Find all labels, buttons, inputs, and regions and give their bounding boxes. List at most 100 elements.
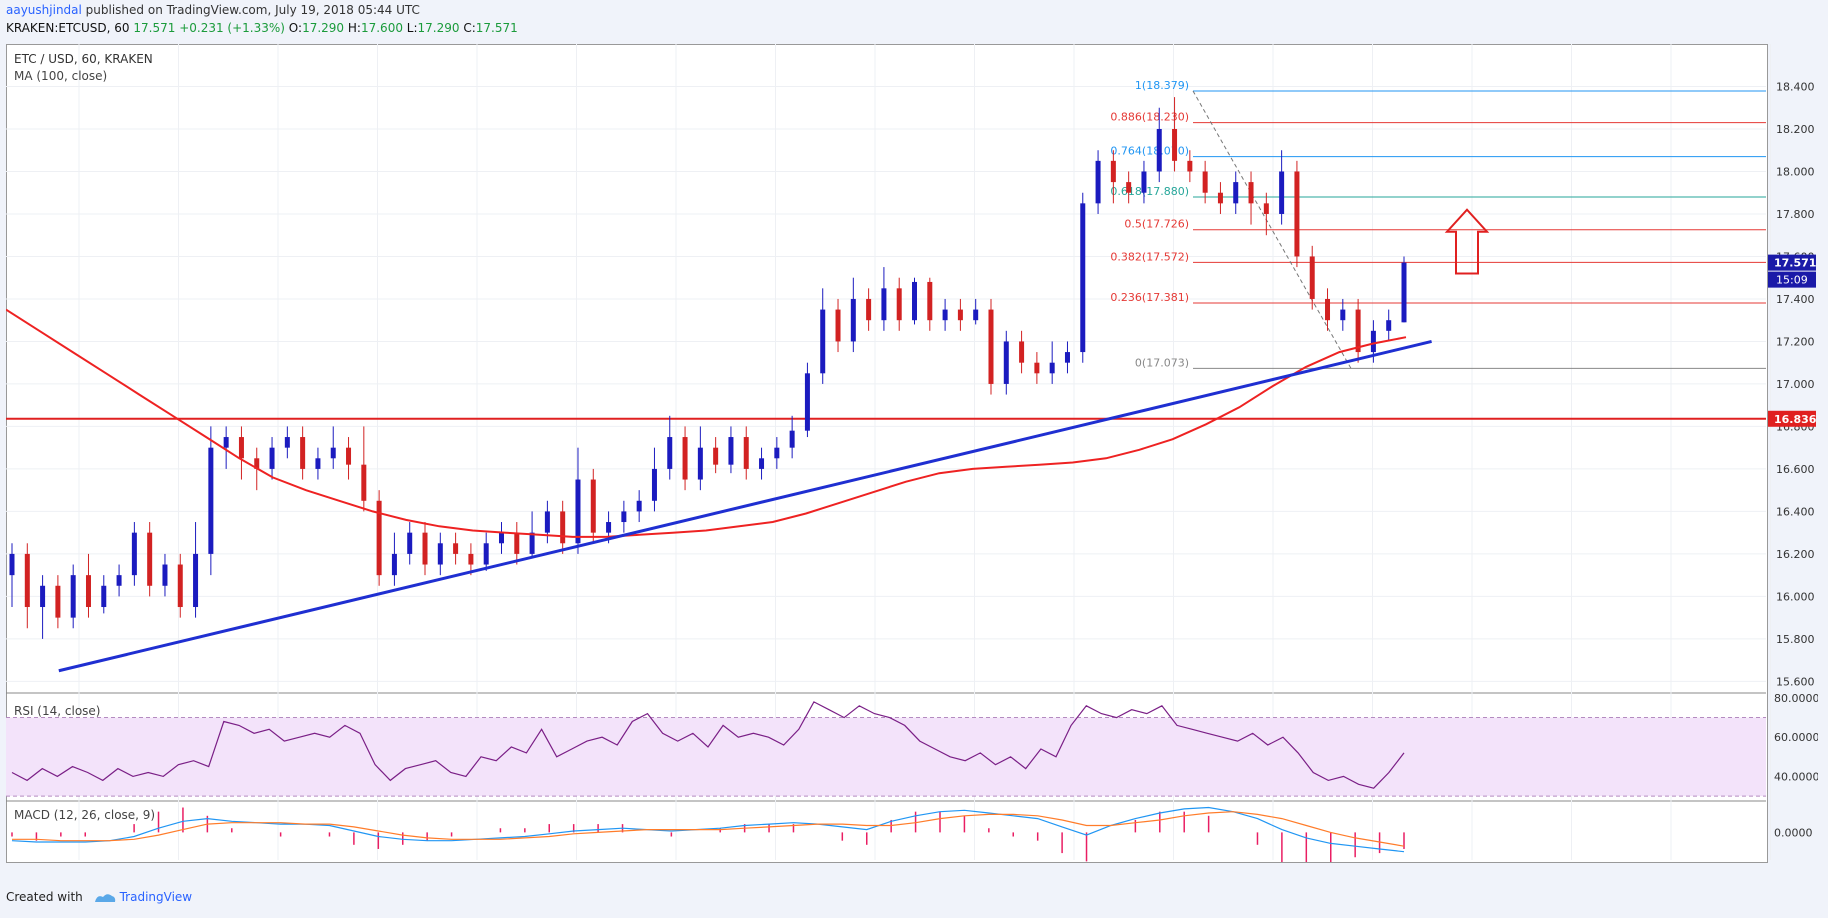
- candle-body: [1340, 309, 1346, 321]
- candle-body: [728, 437, 734, 465]
- candle-body: [162, 564, 168, 586]
- y-tick-label: 15.600: [1776, 675, 1815, 688]
- candle-body: [284, 437, 290, 448]
- candle-body: [315, 458, 321, 469]
- close-value: 17.571: [475, 21, 518, 35]
- candle-body: [453, 543, 459, 554]
- y-tick-label: 16.000: [1776, 590, 1815, 603]
- candle-body: [988, 309, 994, 384]
- candle-body: [804, 373, 810, 431]
- y-tick-label: 15.800: [1776, 633, 1815, 646]
- low-label: L:: [406, 21, 418, 35]
- candle-body: [346, 447, 352, 465]
- published-text: published on TradingView.com, July 19, 2…: [81, 3, 420, 17]
- candle-body: [498, 532, 504, 544]
- candle-body: [881, 288, 887, 321]
- candle-body: [131, 532, 137, 576]
- candle-body: [24, 553, 30, 608]
- candle-body: [575, 479, 581, 544]
- candle-body: [1202, 171, 1208, 193]
- tradingview-link[interactable]: TradingView: [119, 890, 193, 904]
- high-label: H:: [347, 21, 361, 35]
- created-with-text: Created with: [6, 890, 83, 904]
- candle-body: [391, 553, 397, 576]
- candle-body: [300, 437, 306, 469]
- last-price-tag: [1768, 254, 1816, 271]
- candle-body: [957, 309, 963, 321]
- candle-body: [1309, 256, 1315, 299]
- y-tick-label: 17.400: [1776, 293, 1815, 306]
- candle-body: [697, 447, 703, 480]
- high-value: 17.600: [360, 21, 403, 35]
- countdown-tag-text: 15:09: [1776, 274, 1808, 287]
- y-tick-label: 17.800: [1776, 208, 1815, 221]
- candle-body: [544, 511, 550, 533]
- support-price-tag: [1768, 410, 1816, 427]
- open-label: O:: [288, 21, 303, 35]
- y-tick-label: 17.200: [1776, 335, 1815, 348]
- open-value: 17.290: [302, 21, 345, 35]
- candle-body: [254, 458, 260, 469]
- candle-body: [422, 532, 428, 565]
- candle-body: [330, 447, 336, 459]
- candle-body: [529, 532, 535, 554]
- candle-body: [1217, 192, 1223, 204]
- candle-body: [1110, 160, 1116, 183]
- candle-body: [606, 522, 612, 533]
- fib-label: 0.236(17.381): [1110, 291, 1189, 304]
- candle-body: [407, 532, 413, 554]
- publish-line: aayushjindal published on TradingView.co…: [6, 3, 420, 17]
- y-tick-label: 18.200: [1776, 123, 1815, 136]
- y-tick-label: 16.400: [1776, 505, 1815, 518]
- candle-body: [468, 553, 474, 565]
- candle-body: [1003, 341, 1009, 384]
- symbol-line: KRAKEN:ETCUSD, 60 17.571 +0.231 (+1.33%)…: [6, 21, 518, 35]
- fib-label: 0(17.073): [1135, 356, 1189, 369]
- candle-body: [866, 298, 872, 321]
- close-label: C:: [463, 21, 476, 35]
- macd-line: [11, 806, 1405, 853]
- author-link[interactable]: aayushjindal: [6, 3, 82, 17]
- price-chart[interactable]: 12:001312:001412:001512:001612:001712:00…: [6, 44, 1818, 862]
- rsi-band: [6, 717, 1766, 797]
- low-value: 17.290: [417, 21, 460, 35]
- candle-body: [1080, 203, 1086, 353]
- signal-line: [12, 811, 1405, 847]
- candle-body: [177, 564, 183, 608]
- candle-body: [1248, 182, 1254, 204]
- candle-body: [1126, 182, 1132, 193]
- candle-body: [147, 532, 153, 586]
- candle-body: [376, 500, 382, 576]
- candle-body: [208, 447, 214, 554]
- tradingview-logo-icon: [94, 893, 115, 902]
- candle-body: [1034, 362, 1040, 374]
- rsi-tick-label: 40.0000: [1774, 770, 1818, 783]
- candle-body: [789, 430, 795, 448]
- candle-body: [1095, 160, 1101, 204]
- candle-body: [514, 532, 520, 554]
- rsi-legend: RSI (14, close): [14, 704, 101, 718]
- candle-body: [1233, 182, 1239, 204]
- symbol-name: KRAKEN:ETCUSD, 60: [6, 21, 130, 35]
- candle-body: [1294, 171, 1300, 257]
- last-price: 17.571: [133, 21, 176, 35]
- candle-body: [835, 309, 841, 342]
- footer: Created with TradingView: [6, 890, 192, 905]
- y-tick-label: 17.000: [1776, 378, 1815, 391]
- candle-body: [636, 500, 642, 512]
- candle-body: [1187, 160, 1193, 172]
- candle-body: [483, 543, 489, 565]
- ma-legend: MA (100, close): [14, 69, 108, 83]
- candle-body: [590, 479, 596, 533]
- candle-body: [759, 458, 765, 469]
- rsi-line: [11, 701, 1405, 789]
- candle-body: [774, 447, 780, 459]
- candle-body: [1263, 203, 1269, 214]
- candle-body: [1172, 128, 1178, 161]
- candle-body: [40, 585, 46, 608]
- y-tick-label: 16.200: [1776, 548, 1815, 561]
- fib-diagonal: [1192, 90, 1352, 369]
- last-price-tag-text: 17.571: [1774, 257, 1816, 270]
- candle-body: [651, 468, 657, 501]
- candle-body: [1156, 128, 1162, 172]
